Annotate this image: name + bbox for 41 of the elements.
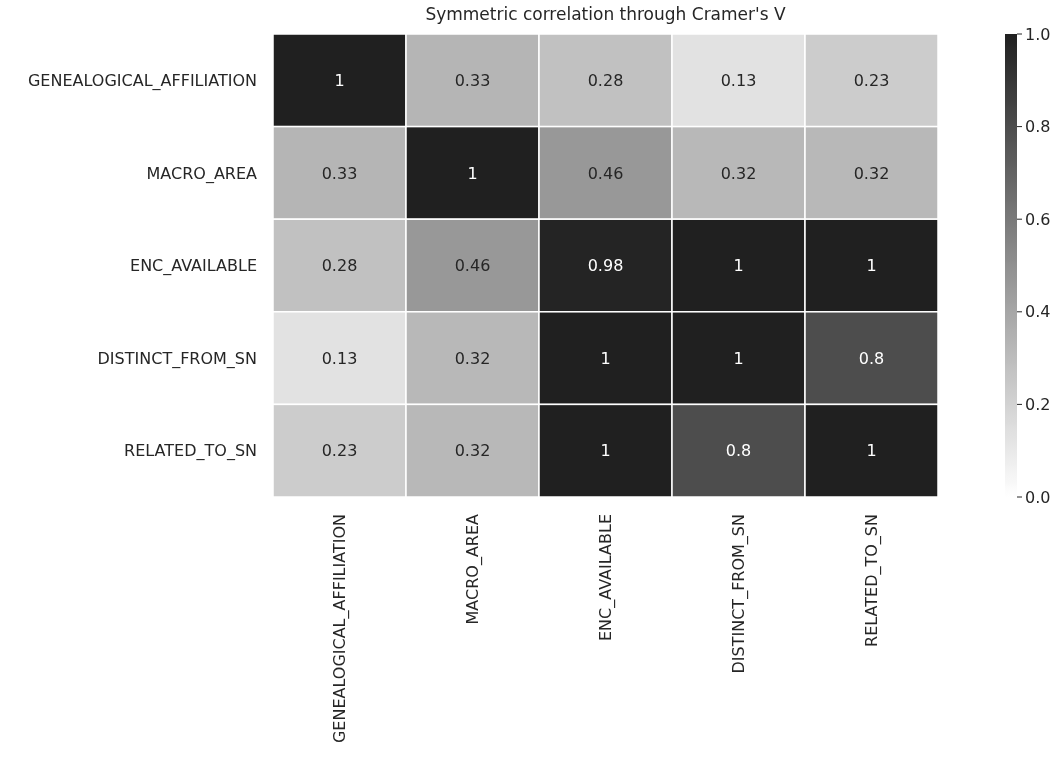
y-tick-label: ENC_AVAILABLE <box>130 256 257 277</box>
color-bar-label: 0.4 <box>1025 302 1051 322</box>
data-label: 1 <box>600 348 611 368</box>
data-label: 0.8 <box>858 348 885 368</box>
data-label: 0.23 <box>321 441 358 461</box>
data-label: 0.32 <box>454 348 491 368</box>
x-tick-label: DISTINCT_FROM_SN <box>729 514 750 674</box>
data-label: 1 <box>600 441 611 461</box>
color-bar-label: 0.2 <box>1025 395 1051 414</box>
data-label: 0.46 <box>454 256 491 276</box>
color-bar-label: 0.6 <box>1025 209 1051 229</box>
x-tick-label: RELATED_TO_SN <box>862 514 883 647</box>
data-label: 0.46 <box>587 163 624 183</box>
data-label: 0.23 <box>853 70 890 90</box>
data-label: 1 <box>733 348 744 368</box>
data-label: 0.33 <box>454 70 491 90</box>
data-label: 0.33 <box>321 163 358 183</box>
color-bar-label: 0.0 <box>1025 487 1051 507</box>
data-label: 0.32 <box>454 441 491 461</box>
x-tick-label: ENC_AVAILABLE <box>596 514 617 641</box>
data-label: 0.8 <box>725 441 752 461</box>
data-label: 1 <box>733 256 744 276</box>
data-label: 0.13 <box>321 348 358 368</box>
y-tick-label: MACRO_AREA <box>146 163 258 184</box>
y-tick-label: RELATED_TO_SN <box>124 441 257 462</box>
data-label: 0.13 <box>720 70 757 90</box>
data-label: 0.98 <box>587 256 624 276</box>
color-bar-label: 0.8 <box>1025 117 1051 137</box>
data-label: 0.32 <box>853 163 890 183</box>
y-tick-label: DISTINCT_FROM_SN <box>97 348 257 369</box>
data-label: 0.28 <box>587 70 624 90</box>
color-bar-label: 1.0 <box>1025 24 1051 44</box>
data-label: 0.32 <box>720 163 757 183</box>
data-label: 1 <box>866 441 877 461</box>
data-label: 1 <box>866 256 877 276</box>
chart-title: Symmetric correlation through Cramer's V <box>425 4 786 24</box>
y-tick-label: GENEALOGICAL_AFFILIATION <box>27 70 257 91</box>
data-label: 1 <box>467 163 478 183</box>
data-label: 1 <box>334 70 345 90</box>
data-label: 0.28 <box>321 256 358 276</box>
x-tick-label: MACRO_AREA <box>463 513 484 625</box>
